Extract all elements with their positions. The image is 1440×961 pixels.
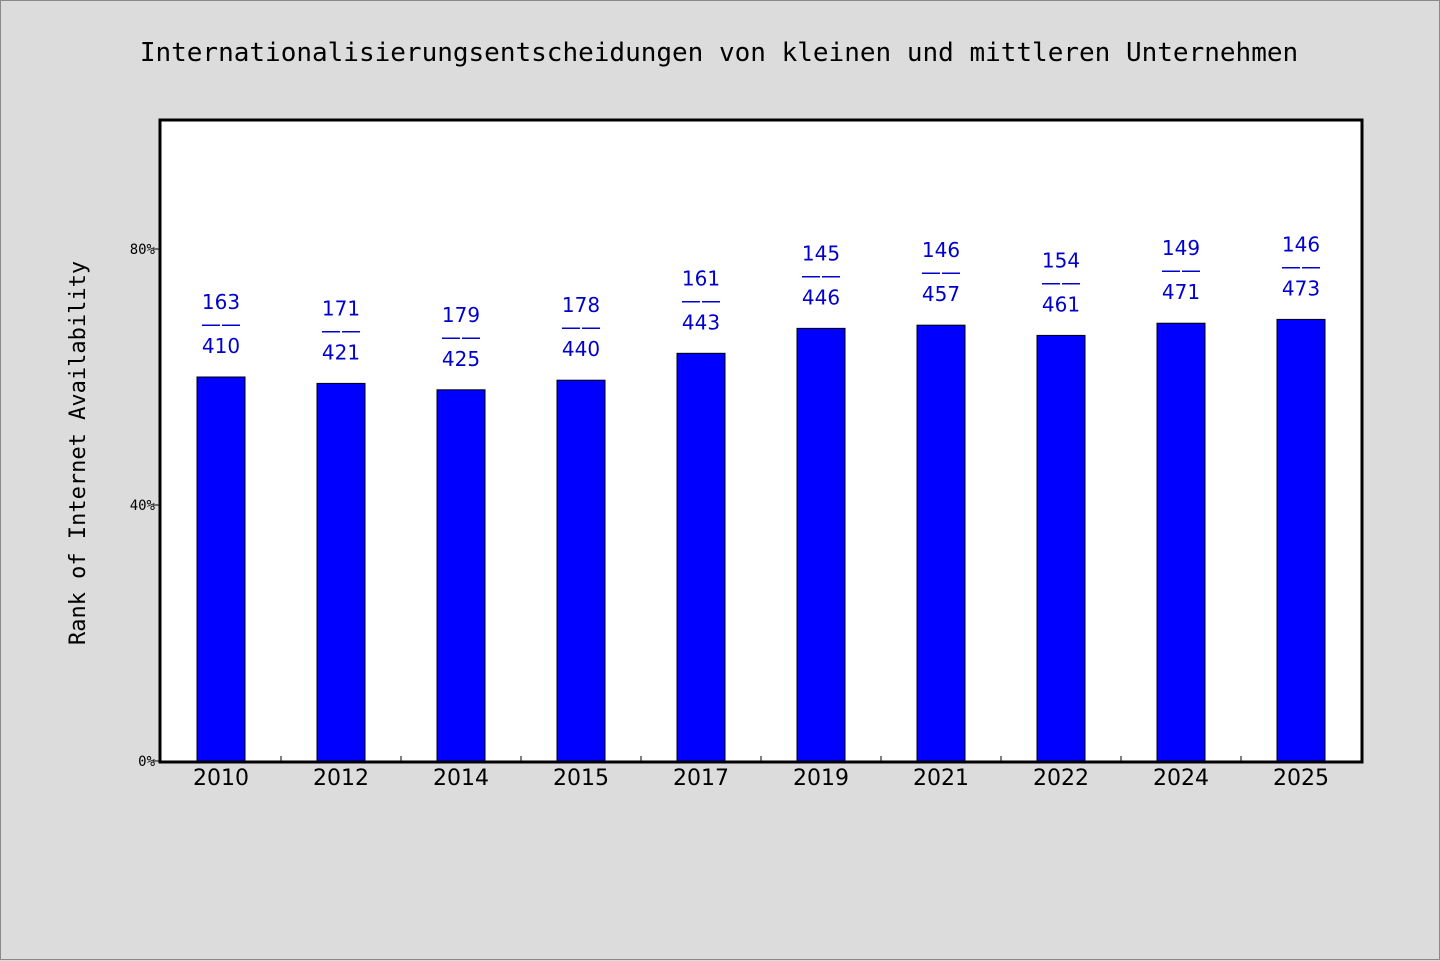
data-labels: 163——410171——421179——425178——440161——443… (201, 232, 1321, 370)
bar (1156, 322, 1206, 762)
bar-annotation-top: 146 (1282, 232, 1320, 256)
x-tick-label: 2015 (553, 766, 609, 791)
y-tick-label: 40% (130, 498, 156, 514)
x-tick-label: 2014 (433, 766, 489, 791)
y-tick-label: 0% (138, 754, 155, 770)
bar (916, 324, 966, 762)
bar-annotation-bottom: 421 (322, 340, 360, 364)
bar-annotation-top: 161 (682, 266, 720, 290)
bar-annotation-separator: —— (441, 325, 481, 349)
bar-annotation-bottom: 440 (562, 337, 600, 361)
bar-annotation-separator: —— (681, 288, 721, 312)
bar-annotation-top: 178 (562, 293, 600, 317)
bar-series (196, 318, 1326, 762)
bar-annotation-bottom: 473 (1282, 276, 1320, 300)
y-axis: 0% 40% 80% (130, 242, 161, 770)
bar-annotation-bottom: 471 (1162, 280, 1200, 304)
bar-annotation-separator: —— (561, 315, 601, 339)
y-axis-label: Rank of Internet Availability (66, 261, 91, 645)
bar-annotation-bottom: 410 (202, 334, 240, 358)
bar-annotation-top: 146 (922, 238, 960, 262)
x-tick-label: 2024 (1153, 766, 1209, 791)
x-tick-label: 2012 (313, 766, 369, 791)
x-tick-label: 2010 (193, 766, 249, 791)
bar (196, 376, 246, 762)
bar (556, 379, 606, 762)
bar-annotation-top: 171 (322, 296, 360, 320)
bar-annotation-bottom: 446 (802, 285, 840, 309)
bar (1036, 334, 1086, 762)
y-tick-label: 80% (130, 242, 156, 258)
bar (316, 382, 366, 762)
bar (796, 327, 846, 762)
bar-annotation-top: 163 (202, 290, 240, 314)
x-tick-label: 2019 (793, 766, 849, 791)
bar-annotation-top: 145 (802, 241, 840, 265)
x-tick-label: 2017 (673, 766, 729, 791)
bar-annotation-top: 154 (1042, 248, 1080, 272)
x-tick-label: 2022 (1033, 766, 1089, 791)
bar-annotation-bottom: 443 (682, 310, 720, 334)
x-tick-label: 2021 (913, 766, 969, 791)
bar-annotation-separator: —— (1161, 258, 1201, 282)
bar-annotation-separator: —— (321, 318, 361, 342)
chart-title: Internationalisierungsentscheidungen von… (140, 38, 1298, 68)
bar (1276, 318, 1326, 762)
bar-annotation-separator: —— (921, 260, 961, 284)
bar-annotation-top: 149 (1162, 236, 1200, 260)
bar-annotation-bottom: 461 (1042, 292, 1080, 316)
bar (676, 352, 726, 762)
bar-annotation-bottom: 457 (922, 282, 960, 306)
x-axis: 2010 2012 2014 2015 2017 2019 2021 2022 2024 2025 (193, 756, 1329, 791)
x-tick-label: 2025 (1273, 766, 1329, 791)
bar-annotation-separator: —— (201, 312, 241, 336)
bar-annotation-top: 179 (442, 303, 480, 327)
bar-annotation-separator: —— (801, 263, 841, 287)
bar-annotation-bottom: 425 (442, 347, 480, 371)
bar-annotation-separator: —— (1281, 254, 1321, 278)
bar (436, 389, 486, 762)
bar-annotation-separator: —— (1041, 270, 1081, 294)
